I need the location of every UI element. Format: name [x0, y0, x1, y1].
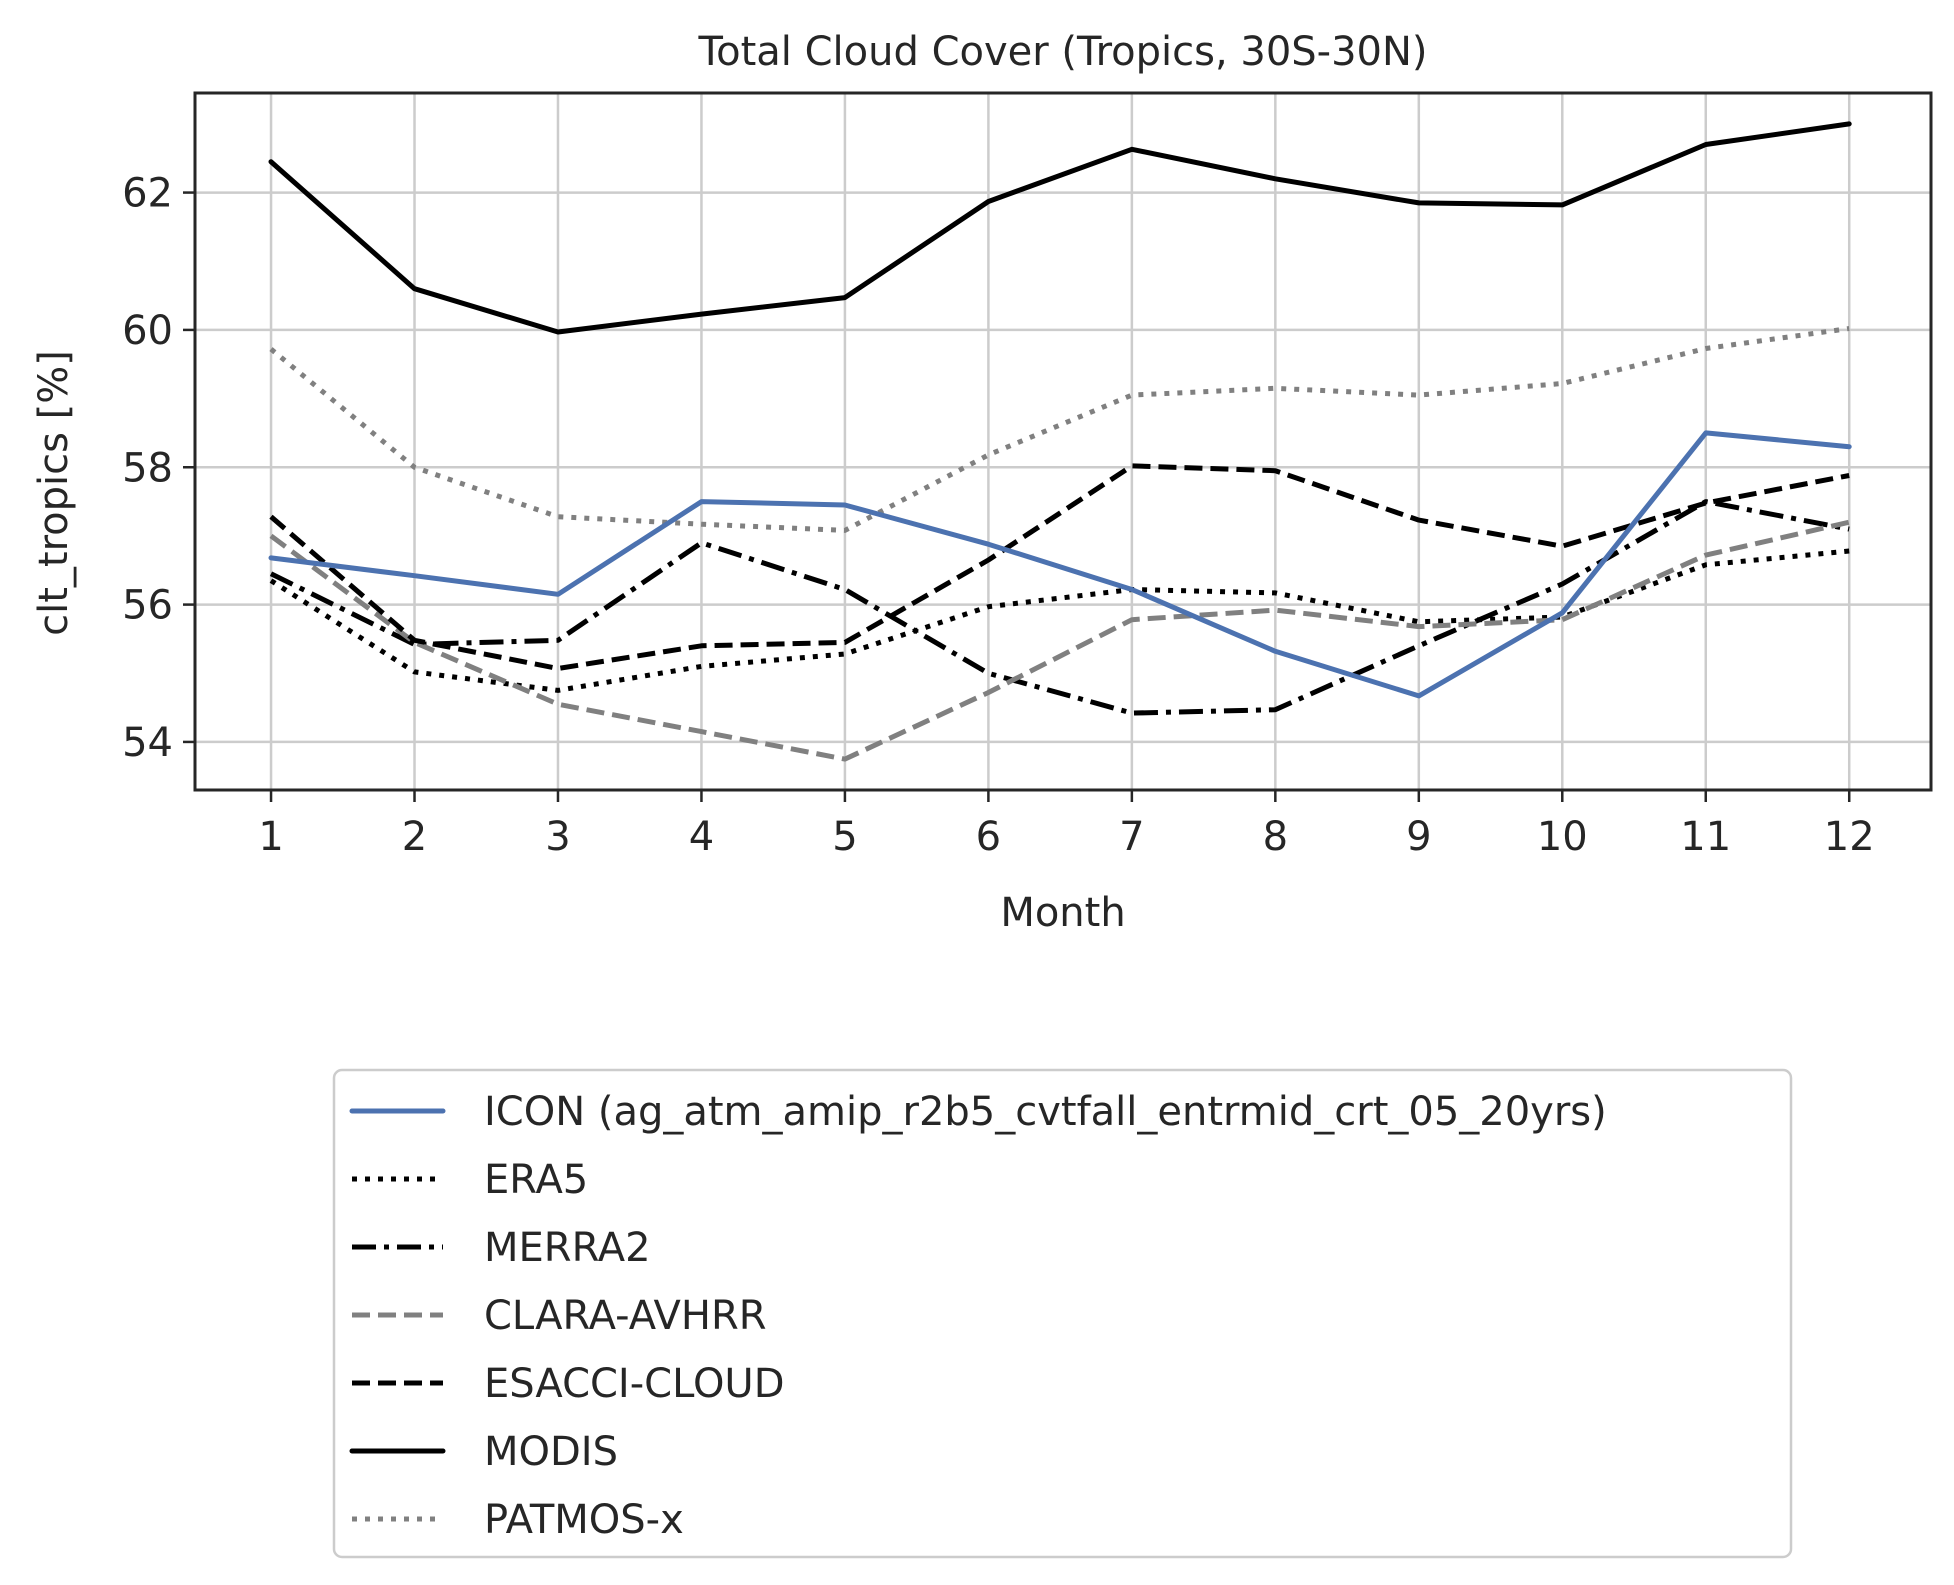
y-tick-label: 58	[122, 445, 173, 491]
series-line-esacci-cloud	[269, 463, 1850, 671]
x-axis-label: Month	[1000, 890, 1125, 936]
series-line-icon	[268, 430, 1852, 699]
legend: ICON (ag_atm_amip_r2b5_cvtfall_entrmid_c…	[332, 1068, 1793, 1559]
series-line-era5	[269, 548, 1850, 693]
x-tick-label: 4	[689, 814, 714, 860]
y-tick-label: 54	[122, 720, 173, 766]
legend-label: MERRA2	[484, 1225, 651, 1271]
legend-frame	[332, 1068, 1793, 1559]
legend-label: CLARA-AVHRR	[484, 1293, 767, 1339]
legend-label: ERA5	[484, 1157, 588, 1203]
x-tick-label: 1	[258, 814, 283, 860]
series-line-modis	[268, 121, 1852, 335]
x-tick-label: 8	[1263, 814, 1288, 860]
legend-label: MODIS	[484, 1429, 618, 1475]
x-tick-label: 9	[1406, 814, 1431, 860]
series-line-patmos-x	[269, 326, 1850, 533]
legend-label: ICON (ag_atm_amip_r2b5_cvtfall_entrmid_c…	[484, 1089, 1607, 1135]
y-tick-label: 56	[122, 583, 173, 629]
y-axis-label: clt_tropics [%]	[31, 350, 77, 636]
x-tick-label: 5	[832, 814, 857, 860]
legend-label: ESACCI-CLOUD	[484, 1361, 785, 1407]
x-tick-label: 12	[1824, 814, 1875, 860]
x-tick-label: 10	[1537, 814, 1588, 860]
grid	[195, 93, 1931, 790]
x-tick-label: 7	[1119, 814, 1144, 860]
x-tick-label: 2	[402, 814, 427, 860]
y-tick-label: 60	[122, 308, 173, 354]
plot-lines	[268, 121, 1852, 762]
plot-frame	[193, 91, 1933, 792]
x-tick-label: 11	[1680, 814, 1731, 860]
y-tick-label: 62	[122, 171, 173, 217]
x-tick-label: 3	[545, 814, 570, 860]
x-tick-label: 6	[976, 814, 1001, 860]
series-line-merra2	[269, 499, 1850, 716]
legend-label: PATMOS-x	[484, 1497, 684, 1543]
series-line-clara-avhrr	[269, 519, 1850, 762]
chart-title: Total Cloud Cover (Tropics, 30S-30N)	[697, 29, 1427, 75]
